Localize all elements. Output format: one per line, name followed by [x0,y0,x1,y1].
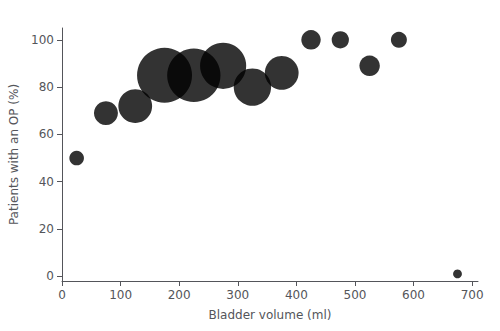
svg-text:0: 0 [46,269,54,283]
svg-text:20: 20 [39,222,54,236]
svg-text:700: 700 [461,288,484,302]
svg-text:Patients with an OP (%): Patients with an OP (%) [7,84,21,225]
svg-text:100: 100 [31,33,54,47]
svg-text:0: 0 [58,288,66,302]
svg-text:40: 40 [39,175,54,189]
svg-text:80: 80 [39,80,54,94]
svg-text:600: 600 [402,288,425,302]
svg-text:500: 500 [344,288,367,302]
svg-text:200: 200 [168,288,191,302]
svg-text:300: 300 [226,288,249,302]
svg-text:400: 400 [285,288,308,302]
svg-text:Bladder volume (ml): Bladder volume (ml) [209,308,332,322]
svg-text:60: 60 [39,127,54,141]
svg-text:100: 100 [109,288,132,302]
